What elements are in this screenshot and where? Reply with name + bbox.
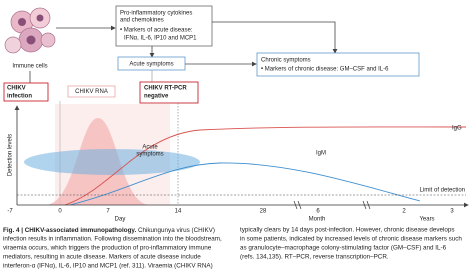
caption-line: in some patients, indicated by increased… <box>240 236 462 243</box>
x-tick-label: -7 <box>7 209 13 215</box>
box-text: Pro-inflammatory cytokines <box>120 11 192 17</box>
x-tick-label: 7 <box>106 209 110 215</box>
chronic-box <box>256 52 420 77</box>
immune-cells-label: Immune cells <box>12 64 47 70</box>
plot-label: Limit of detection <box>420 188 465 194</box>
x-tick-label: 0 <box>58 209 62 215</box>
box-text: Acute symptoms <box>129 62 173 68</box>
box-text: • Markers of acute disease: <box>120 28 193 34</box>
caption-line: interferon-α (IFNα), IL-6, IP10 and MCP1… <box>3 263 213 270</box>
immune-cells-icon <box>4 7 56 54</box>
rna-box <box>67 85 116 98</box>
caption-line: (refs. 134,135). RT–PCR, reverse transcr… <box>240 254 389 261</box>
box-text: CHIKV RNA <box>75 89 108 95</box>
timeline-plot <box>14 101 469 210</box>
caption-line: typically clears by 14 days post-infecti… <box>240 227 455 234</box>
caption-line: mediators, resulting in acute disease. M… <box>3 254 201 261</box>
caption-text: Chikungunya virus (CHIKV) <box>136 227 215 234</box>
x-tick-label: 6 <box>316 209 320 215</box>
x-tick-label: 14 <box>175 209 182 215</box>
box-text: • Markers of chronic disease: GM–CSF and… <box>261 67 389 73</box>
box-text: CHIKV <box>7 86 26 92</box>
plot-label: IgM <box>316 151 326 157</box>
box-text: infection <box>7 94 32 100</box>
plot-label: Acute <box>142 145 158 151</box>
acute-box <box>117 56 186 71</box>
x-unit-label: Day <box>115 217 126 223</box>
box-text: CHIKV RT-PCR <box>144 86 187 92</box>
rtpcr-box <box>139 81 199 104</box>
y-axis-label: Detection levels <box>8 134 14 176</box>
plot-label: symptoms <box>136 152 163 158</box>
x-tick-label: 28 <box>260 209 267 215</box>
x-tick-label: 2 <box>402 209 406 215</box>
box-text: Chronic symptoms <box>261 58 311 64</box>
plot-label: IgG <box>452 126 462 132</box>
x-unit-label: Month <box>309 217 326 223</box>
caption-line: viraemia occurs, which triggers the prod… <box>3 245 212 252</box>
box-text: IFNα, IL-6, IP10 and MCP1 <box>124 36 197 42</box>
caption-label: Fig. 4 | CHIKV-associated immunopatholog… <box>3 227 136 234</box>
box-text: and chemokines <box>120 18 164 24</box>
caption-line: Fig. 4 | CHIKV-associated immunopatholog… <box>3 227 215 234</box>
caption-line: infection results in inflammation. Follo… <box>3 236 222 243</box>
arrows <box>29 21 338 83</box>
caption-line: as granulocyte–macrophage colony-stimula… <box>240 245 447 252</box>
x-unit-label: Years <box>419 217 434 223</box>
box-text: negative <box>144 94 169 100</box>
cytokines-box <box>115 5 213 47</box>
infection-box <box>3 82 49 102</box>
x-tick-label: 3 <box>450 209 454 215</box>
